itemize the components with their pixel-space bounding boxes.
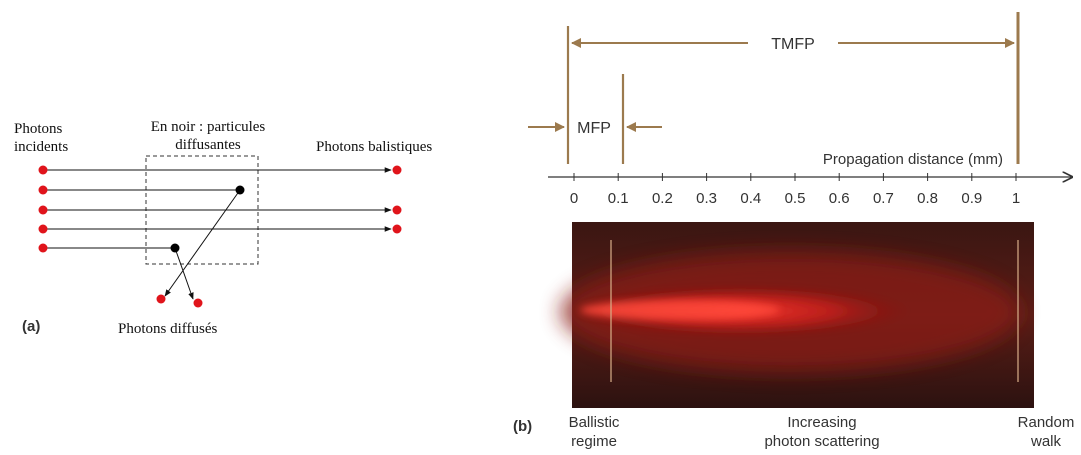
axis-tick-label: 0 (570, 190, 578, 207)
ray-2-scattered (164, 189, 241, 297)
incident-photon (38, 165, 48, 175)
scattered-photons-label: Photons diffusés (118, 321, 217, 337)
axis-title: Propagation distance (mm) (823, 151, 1003, 168)
axis-tick-label: 0.9 (961, 190, 982, 207)
axis-tick-label: 1 (1012, 190, 1020, 207)
panel-a-label: (a) (22, 318, 40, 335)
scattered-photon (156, 294, 166, 304)
scattered-photon (193, 298, 203, 308)
regime-left-line1: Ballistic (569, 414, 620, 431)
scattering-particle (170, 243, 180, 253)
beam-ballistic-core (580, 300, 780, 320)
axis-ticks: 0 0.1 0.2 0.3 0.4 0.5 0.6 0.7 0.8 0.9 1 (570, 173, 1020, 207)
incident-label-line1: Photons (14, 121, 63, 137)
tmfp-label: TMFP (771, 36, 815, 53)
regime-left-line2: regime (571, 433, 617, 450)
scattering-particle (235, 185, 245, 195)
panel-b: TMFP MFP Propagation distance (mm) 0 0.1 0… (513, 12, 1074, 450)
ballistic-photon (392, 165, 402, 175)
axis-tick-label: 0.2 (652, 190, 673, 207)
ballistic-photons-label: Photons balistiques (316, 139, 432, 155)
ray-5-scattered (174, 247, 194, 300)
axis-tick-label: 0.8 (917, 190, 938, 207)
regime-mid-line2: photon scattering (764, 433, 879, 450)
incident-photon (38, 185, 48, 195)
incident-label-line2: incidents (14, 139, 68, 155)
beam-image (560, 222, 1034, 408)
regime-right-line2: walk (1030, 433, 1062, 450)
regime-right-line1: Random (1018, 414, 1075, 431)
incident-photon (38, 205, 48, 215)
axis-tick-label: 0.7 (873, 190, 894, 207)
ballistic-photon (392, 224, 402, 234)
regime-mid-line1: Increasing (787, 414, 856, 431)
axis-tick-label: 0.6 (829, 190, 850, 207)
mfp-label: MFP (577, 120, 611, 137)
box-label-line2: diffusantes (175, 137, 241, 153)
incident-photon (38, 224, 48, 234)
axis-tick-label: 0.4 (740, 190, 761, 207)
incident-photon (38, 243, 48, 253)
box-label-line1: En noir : particules (151, 119, 266, 135)
panel-b-label: (b) (513, 418, 532, 435)
axis-tick-label: 0.3 (696, 190, 717, 207)
axis-tick-label: 0.1 (608, 190, 629, 207)
axis-tick-label: 0.5 (785, 190, 806, 207)
ballistic-photon (392, 205, 402, 215)
panel-a: Photons incidents En noir : particules d… (14, 119, 432, 337)
